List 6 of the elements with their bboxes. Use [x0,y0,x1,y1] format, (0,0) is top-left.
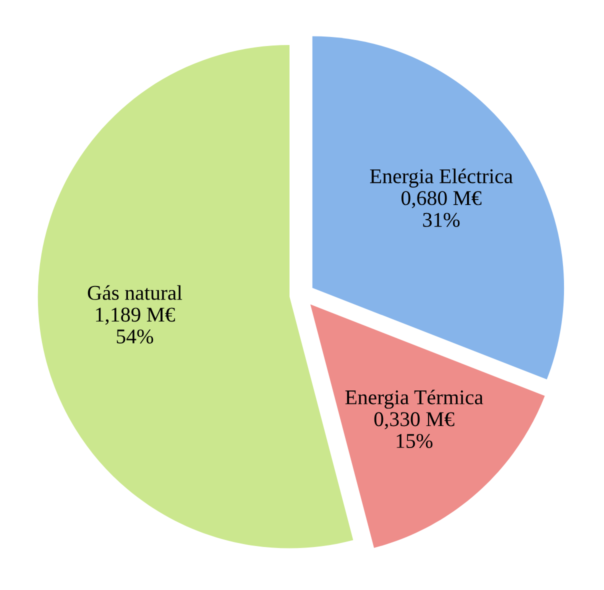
data-label: 0,330 M€ 15% [374,412,454,448]
slice-label: Energia Térmica [345,390,484,409]
slice-label: Gás natural [88,285,182,300]
data-label: 0,680 M€ 31% [402,191,482,227]
data-label: 1,189 M€ 54% [96,308,175,344]
slice-label: Energia Eléctrica [370,168,513,188]
